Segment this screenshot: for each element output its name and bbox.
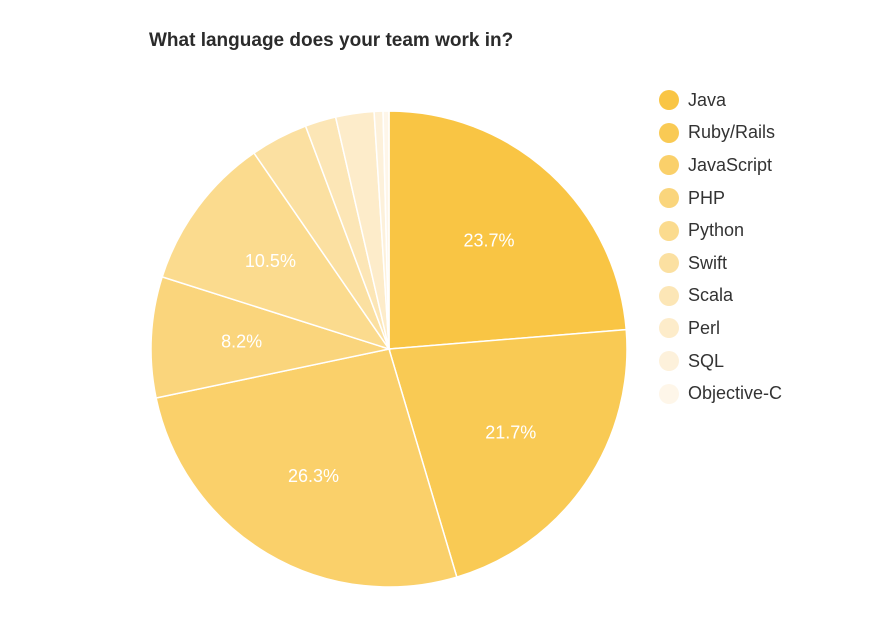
slice-label-java: 23.7% [463, 230, 514, 250]
pie-slice-objective-c [382, 110, 390, 350]
legend-swatch-icon [659, 318, 679, 339]
legend-swatch-icon [659, 155, 679, 176]
legend-item-perl: Perl [659, 312, 782, 345]
legend-label: SQL [688, 350, 725, 371]
legend: Java Ruby/Rails JavaScript PHP Python Swift Sc… [659, 84, 782, 410]
legend-item-objective-c: Objective-C [659, 377, 782, 410]
slice-label-php: 8.2% [221, 332, 262, 352]
legend-label: PHP [688, 187, 726, 208]
pie-slice-php [150, 275, 392, 399]
slice-label-javascript: 26.3% [288, 466, 339, 486]
legend-item-ruby-rails: Ruby/Rails [659, 117, 782, 150]
pie-slice-java [388, 110, 628, 350]
legend-swatch-icon [659, 220, 679, 241]
legend-label: Java [688, 89, 727, 110]
pie-slices [150, 110, 628, 588]
pie-slice-javascript [155, 348, 458, 588]
slice-label-ruby-rails: 21.7% [485, 422, 536, 442]
pie-slice-python [161, 151, 391, 351]
legend-item-python: Python [659, 214, 782, 247]
legend-item-java: Java [659, 84, 782, 117]
legend-swatch-icon [659, 90, 679, 111]
legend-label: Python [688, 220, 745, 241]
legend-swatch-icon [659, 285, 679, 306]
pie-slice-labels: 23.7% 21.7% 26.3% 8.2% 10.5% [221, 230, 536, 485]
legend-swatch-icon [659, 188, 679, 209]
legend-item-javascript: JavaScript [659, 149, 782, 182]
legend-item-sql: SQL [659, 345, 782, 378]
legend-item-scala: Scala [659, 280, 782, 313]
chart-title: What language does your team work in? [149, 30, 514, 51]
legend-swatch-icon [659, 383, 679, 404]
legend-swatch-icon [659, 351, 679, 372]
legend-label: Perl [688, 317, 721, 338]
pie-slice-ruby-rails [388, 328, 628, 579]
legend-swatch-icon [659, 122, 679, 143]
slice-label-python: 10.5% [245, 251, 296, 271]
legend-swatch-icon [659, 253, 679, 274]
legend-label: Swift [688, 252, 728, 273]
legend-label: Ruby/Rails [688, 122, 776, 143]
legend-label: Objective-C [688, 383, 783, 404]
legend-item-php: PHP [659, 182, 782, 215]
legend-label: Scala [688, 285, 734, 306]
legend-label: JavaScript [688, 154, 773, 175]
legend-item-swift: Swift [659, 247, 782, 280]
